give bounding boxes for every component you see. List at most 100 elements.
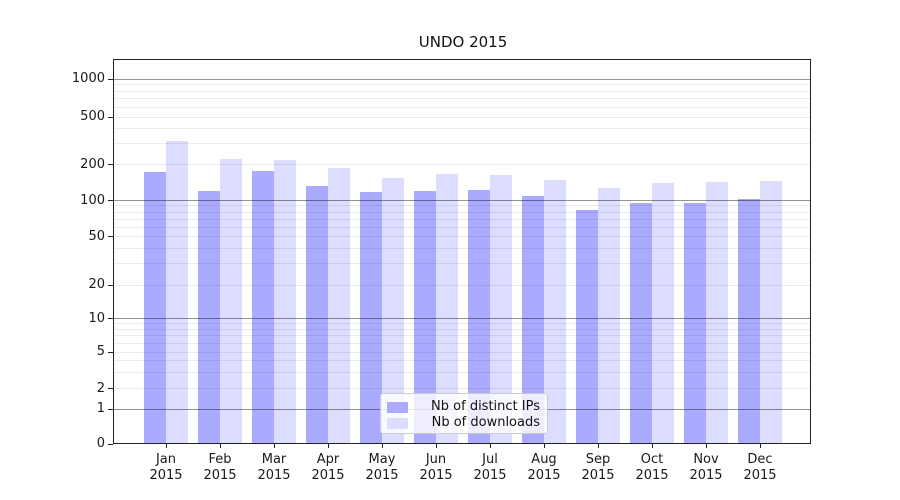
bar-distinct-ips	[576, 209, 598, 444]
gridline-minor	[113, 143, 811, 145]
y-tick-label: 1000	[71, 71, 105, 86]
gridline-minor	[113, 218, 811, 220]
bar-downloads	[328, 168, 350, 444]
gridline-minor	[113, 128, 811, 130]
y-tick-label: 50	[88, 228, 105, 244]
y-tick-mark	[108, 236, 113, 237]
gridline-minor	[113, 371, 811, 373]
gridline-minor	[113, 284, 811, 286]
bar-distinct-ips	[738, 198, 760, 444]
x-tick-label: Sep 2015	[581, 451, 615, 483]
bar-downloads	[706, 182, 728, 444]
gridline-minor	[113, 164, 811, 165]
bar-downloads	[760, 181, 782, 444]
bar-distinct-ips	[198, 190, 220, 444]
gridline-minor	[113, 236, 811, 237]
y-tick-label: 2	[96, 380, 105, 396]
x-tick-mark	[706, 444, 707, 448]
legend-label-distinct-ips: Nb of distinct IPs	[431, 399, 540, 414]
x-tick-mark	[490, 444, 491, 448]
bar-distinct-ips	[306, 185, 328, 444]
bar-downloads	[166, 141, 188, 444]
bar-distinct-ips	[468, 190, 490, 444]
x-tick-mark	[328, 444, 329, 448]
gridline-minor	[113, 106, 811, 108]
x-tick-mark	[544, 444, 545, 448]
legend-label-downloads: Nb of downloads	[431, 415, 540, 430]
bar-downloads	[382, 177, 404, 444]
y-tick-mark	[108, 318, 113, 319]
y-tick-label: 5	[96, 344, 105, 359]
legend: Nb of distinct IPs Nb of downloads	[380, 393, 548, 434]
y-tick-label: 500	[80, 109, 105, 125]
x-tick-mark	[220, 444, 221, 448]
y-tick-mark	[108, 351, 113, 353]
y-tick-label: 200	[80, 156, 105, 172]
gridline-major	[113, 78, 811, 80]
gridline-minor	[113, 211, 811, 213]
legend-swatch-distinct-ips	[387, 401, 408, 413]
gridline-minor	[113, 205, 811, 207]
y-tick-label: 100	[80, 192, 105, 208]
gridline-minor	[113, 247, 811, 249]
gridline-major	[113, 318, 811, 319]
bar-downloads	[652, 183, 674, 444]
gridline-minor	[113, 84, 811, 86]
bar-downloads	[598, 187, 620, 444]
y-tick-label: 10	[88, 310, 105, 326]
bar-distinct-ips	[414, 190, 436, 444]
gridline-minor	[113, 263, 811, 265]
x-tick-label: Feb 2015	[203, 451, 237, 483]
x-tick-label: Apr 2015	[311, 451, 345, 483]
x-tick-label: Mar 2015	[257, 451, 291, 483]
bar-downloads	[274, 159, 296, 444]
x-tick-mark	[166, 444, 167, 448]
bar-downloads	[544, 179, 566, 444]
bar-downloads	[436, 173, 458, 444]
y-tick-label: 20	[88, 277, 105, 292]
gridline-minor	[113, 342, 811, 344]
bar-distinct-ips	[522, 196, 544, 444]
x-tick-mark	[436, 444, 437, 448]
gridline-minor	[113, 335, 811, 337]
chart-title: UNDO 2015	[418, 33, 508, 51]
x-tick-mark	[382, 444, 383, 448]
legend-swatch-downloads	[387, 417, 408, 429]
x-tick-mark	[274, 444, 275, 448]
gridline-minor	[113, 328, 811, 330]
x-tick-label: Jan 2015	[149, 451, 183, 483]
x-tick-label: Aug 2015	[527, 451, 561, 483]
gridline-major	[113, 200, 811, 201]
gridline-minor	[113, 98, 811, 100]
x-tick-mark	[652, 444, 653, 448]
x-tick-label: Oct 2015	[635, 451, 669, 483]
x-tick-mark	[598, 444, 599, 448]
y-tick-label: 1	[96, 401, 105, 416]
y-tick-mark	[108, 164, 113, 165]
y-tick-mark	[108, 200, 113, 201]
bar-distinct-ips	[360, 191, 382, 444]
gridline-minor	[113, 323, 811, 325]
gridline-minor	[113, 116, 811, 118]
bar-distinct-ips	[630, 203, 652, 444]
gridline-minor	[113, 388, 811, 389]
bar-downloads	[490, 174, 512, 444]
x-tick-label: Dec 2015	[743, 451, 777, 483]
gridline-minor	[113, 226, 811, 228]
x-tick-label: Nov 2015	[689, 451, 723, 483]
legend-item-distinct-ips: Nb of distinct IPs	[387, 399, 540, 415]
bar-distinct-ips	[252, 170, 274, 444]
bar-distinct-ips	[684, 203, 706, 444]
y-tick-mark	[108, 388, 113, 389]
y-tick-mark	[108, 78, 113, 80]
gridline-minor	[113, 90, 811, 92]
y-tick-mark	[108, 443, 113, 445]
y-tick-label: 0	[96, 436, 105, 451]
bar-distinct-ips	[144, 172, 166, 444]
gridline-minor	[113, 351, 811, 353]
legend-item-downloads: Nb of downloads	[387, 415, 540, 431]
bar-downloads	[220, 158, 242, 444]
x-tick-mark	[760, 444, 761, 448]
y-tick-mark	[108, 284, 113, 286]
